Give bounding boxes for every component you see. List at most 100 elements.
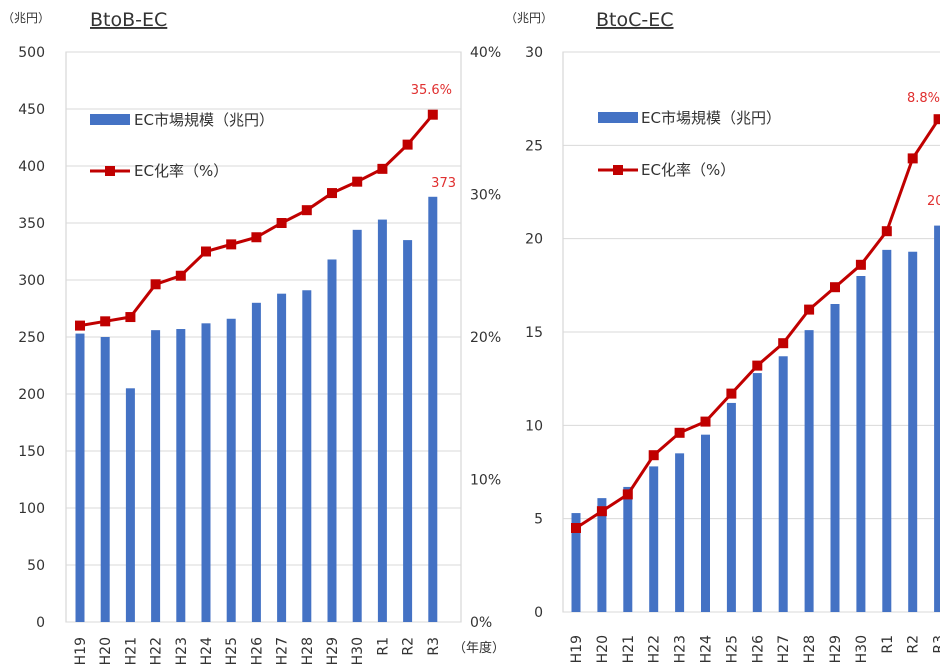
btob-bar-H25 [226,318,236,622]
btoc-left-axis: 0 5 10 15 20 25 30 [525,45,543,621]
btob-bar-H23 [176,329,186,622]
btoc-bar-H28 [804,330,814,612]
btob-right-tick-label: 10% [470,473,501,489]
btob-legend-bar-label: EC市場規模（兆円） [134,111,274,129]
btob-bar-H22 [151,330,161,622]
btoc-rate-point-R2 [907,153,918,164]
btob-bar-H26 [251,302,261,622]
btoc-x-tick-label: H26 [750,635,766,663]
btoc-x-tick-label: R2 [906,635,922,654]
btoc-x-tick-label: R3 [932,635,940,654]
btoc-legend-bar-label: EC市場規模（兆円） [641,109,781,127]
btob-chart: （兆円） BtoB-EC 0 50 100 150 200 250 300 350 400 450… [2,9,505,665]
btob-rate-label: 35.6% [411,83,452,98]
btob-x-tick-label: H24 [199,637,215,665]
btoc-bar-H19 [571,513,581,612]
btoc-line-series [571,114,940,533]
btoc-bar-H22 [649,466,659,612]
btoc-rate-point-H24 [700,416,711,427]
btob-right-tick-label: 20% [470,330,501,346]
btoc-title: BtoC-EC [596,9,674,31]
btoc-bar-H21 [623,486,633,612]
btob-legend-line-label: EC化率（%） [134,162,228,180]
btob-bar-H27 [277,293,287,622]
btob-x-tick-label: H29 [325,637,341,665]
btoc-bar-R3 [934,225,940,612]
btob-legend-line-marker [105,166,115,176]
btob-right-tick-label: 30% [470,188,501,204]
btob-x-tick-label: H27 [275,637,291,665]
btob-x-tick-label: H19 [73,637,89,665]
btoc-legend: EC市場規模（兆円） EC化率（%） [598,109,781,179]
btob-bar-H30 [352,229,362,622]
btoc-rate-point-H30 [855,259,866,270]
btob-bar-H24 [201,323,211,622]
btoc-rate-point-H20 [596,506,607,517]
btob-rate-point-H26 [251,232,262,243]
btoc-x-tick-label: H19 [569,635,585,663]
btob-rate-point-R3 [427,109,438,120]
btob-x-unit: （年度） [453,640,505,656]
btoc-x-tick-label: H23 [673,635,689,663]
btob-x-axis: H19 H20 H21 H22 H23 H24 H25 H26 H27 H28 H29 H30 R1 R2… [73,637,442,665]
btoc-rate-point-H27 [778,338,789,349]
btoc-rate-point-H19 [571,523,581,533]
btoc-bar-H20 [597,498,607,612]
btoc-left-tick-label: 15 [525,325,543,341]
btob-x-tick-label: H22 [149,637,165,665]
btoc-bars [571,225,940,612]
btoc-bar-H24 [701,434,710,612]
btoc-bar-R2 [908,251,918,612]
btoc-rate-point-R3 [933,114,940,125]
btoc-rate-point-H25 [726,388,737,399]
btob-value-label: 373 [431,176,456,191]
btoc-x-tick-label: H29 [828,635,844,663]
btob-rate-point-H29 [327,188,337,199]
btob-x-tick-label: R3 [426,637,442,656]
btoc-bar-H23 [675,453,685,612]
btoc-left-tick-label: 30 [525,45,543,61]
btob-rate-point-H30 [352,176,363,187]
btoc-unit-label: （兆円） [505,11,553,25]
btob-bar-R2 [403,240,413,622]
btoc-bar-R1 [882,249,892,612]
btoc-bar-H26 [752,373,762,612]
btob-x-tick-label: H20 [98,637,114,665]
btoc-legend-line-marker [613,165,623,175]
btoc-rate-point-H22 [648,450,659,461]
btoc-bar-H29 [830,304,840,612]
btob-rate-point-R1 [377,163,388,174]
btoc-left-tick-label: 0 [534,605,543,621]
btoc-chart: （兆円） BtoC-EC 0 5 10 15 20 25 30 H19 H20 H21 H22 H2… [505,9,940,663]
btob-rate-point-H27 [276,218,287,228]
btoc-rate-point-R1 [881,226,892,237]
btob-left-tick-label: 400 [18,159,45,175]
btoc-x-tick-label: H27 [776,635,792,663]
btoc-x-tick-label: H20 [595,635,611,663]
btoc-legend-bar-swatch [598,112,638,123]
btob-bar-H28 [302,290,312,622]
btob-bar-H19 [75,333,85,622]
btob-left-tick-label: 350 [18,216,45,232]
btob-left-tick-label: 150 [18,444,45,460]
btoc-rate-point-H21 [622,489,633,500]
btob-rate-point-R2 [402,139,413,150]
btob-x-tick-label: H25 [224,637,240,665]
btoc-legend-line-label: EC化率（%） [641,161,735,179]
btoc-x-tick-label: H25 [724,635,740,663]
btob-rate-point-H25 [226,239,237,250]
btoc-x-tick-label: H30 [854,635,870,663]
btob-x-tick-label: R2 [401,637,417,656]
btob-right-tick-label: 40% [470,45,501,61]
btoc-bar-H27 [778,356,788,612]
btob-left-tick-label: 0 [36,615,45,631]
btoc-left-tick-label: 10 [525,418,543,434]
btob-rate-point-H22 [150,279,161,290]
btob-unit-label: （兆円） [2,11,50,25]
btob-left-tick-label: 450 [18,102,45,118]
btob-bar-R3 [428,196,438,622]
btob-rate-point-H21 [125,312,136,323]
btob-x-tick-label: H23 [174,637,190,665]
btob-line-series [75,109,438,331]
